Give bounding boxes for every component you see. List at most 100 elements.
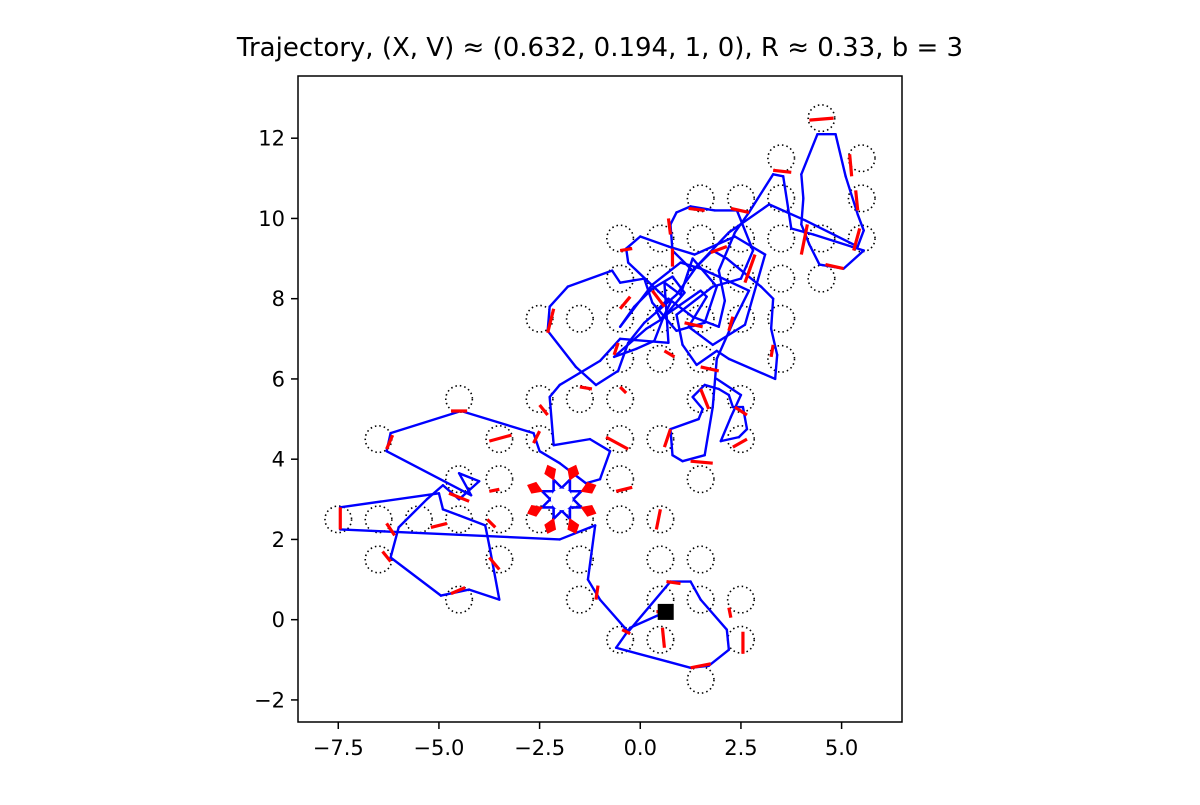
contact-arc-33 bbox=[662, 428, 672, 448]
contact-arc-7 bbox=[619, 246, 633, 253]
trajectory-segment-54 bbox=[691, 257, 718, 288]
scatterer-circle-54 bbox=[606, 505, 635, 534]
scatterer-circle-69 bbox=[686, 665, 715, 694]
trajectory-segment-142 bbox=[671, 275, 686, 294]
y-tick-label-5: 8 bbox=[272, 287, 285, 311]
scatterer-circle-21 bbox=[565, 304, 594, 333]
trajectory-segment-156 bbox=[671, 453, 684, 463]
trajectory-segment-23 bbox=[484, 524, 491, 547]
orbit-contact-wedge-1 bbox=[567, 464, 580, 481]
scatterer-circle-26 bbox=[767, 304, 796, 333]
trajectory-segment-77 bbox=[773, 353, 779, 381]
orbit-contact-wedge-3 bbox=[527, 481, 544, 494]
contact-arc-22 bbox=[612, 342, 620, 356]
scatterer-circle-57 bbox=[485, 545, 514, 574]
trajectory-segment-8 bbox=[689, 580, 702, 601]
trajectory-segment-64 bbox=[546, 329, 578, 369]
trajectory-segment-78 bbox=[727, 357, 777, 381]
orbit-contact-wedge-0 bbox=[580, 481, 597, 494]
trajectory-segment-40 bbox=[538, 449, 561, 465]
trajectory-segment-66 bbox=[594, 369, 620, 387]
y-axis: −2 0 2 4 6 8 10 12 bbox=[254, 127, 298, 712]
trajectory-segment-143 bbox=[651, 275, 674, 290]
trajectory-segment-45 bbox=[552, 437, 592, 447]
contact-arc-19 bbox=[769, 344, 775, 358]
trajectory-segment-140 bbox=[645, 317, 664, 330]
plot-frame bbox=[297, 75, 903, 723]
trajectory-segment-132 bbox=[624, 235, 642, 250]
trajectory-segment-129 bbox=[693, 235, 737, 256]
trajectory-segment-95 bbox=[767, 203, 807, 222]
trajectory-segment-103 bbox=[800, 173, 805, 200]
scatterer-circle-30 bbox=[767, 344, 796, 373]
trajectory-segment-55 bbox=[703, 285, 718, 324]
scatterer-circle-6 bbox=[847, 184, 876, 213]
contact-arc-16 bbox=[651, 289, 666, 308]
trajectory-segment-141 bbox=[661, 291, 686, 320]
y-tick-label-7: 12 bbox=[258, 127, 285, 151]
x-tick-label-4: 2.5 bbox=[724, 736, 757, 760]
contact-arc-5 bbox=[688, 206, 705, 213]
scatterer-circle-4 bbox=[726, 184, 756, 213]
x-tick-label-0: −7.5 bbox=[313, 736, 364, 760]
contact-arc-6 bbox=[666, 218, 673, 235]
x-tick-label-5: 5.0 bbox=[825, 736, 858, 760]
trajectory-segment-127 bbox=[743, 253, 767, 326]
contact-arc-9 bbox=[852, 228, 862, 251]
trajectory-segment-168 bbox=[719, 435, 741, 443]
trajectory-segment-116 bbox=[717, 269, 727, 302]
trajectory-segment-50 bbox=[618, 337, 670, 345]
trajectory-segment-20 bbox=[437, 492, 445, 511]
trajectory-segment-96 bbox=[804, 219, 859, 248]
contact-arc-27 bbox=[699, 388, 711, 410]
trajectory-segment-2 bbox=[614, 646, 670, 664]
trajectory-segment-47 bbox=[548, 383, 561, 399]
scatterer-circle-18 bbox=[767, 264, 796, 293]
trajectory-segment-167 bbox=[737, 427, 749, 439]
contact-arc-28 bbox=[734, 405, 748, 417]
trajectory-segment-44 bbox=[588, 437, 612, 453]
trajectory-segment-135 bbox=[663, 301, 672, 316]
trajectory-segment-60 bbox=[610, 269, 622, 284]
scatterer-circle-55 bbox=[646, 505, 675, 534]
scatterer-circle-1 bbox=[767, 144, 796, 173]
scatterer-circle-48 bbox=[364, 505, 393, 534]
trajectory-segment-29 bbox=[397, 498, 429, 529]
scatterer-circle-31 bbox=[444, 384, 474, 414]
scatterer-circle-53 bbox=[565, 505, 594, 534]
trajectory-segment-124 bbox=[687, 295, 708, 328]
orbit-contact-wedge-6 bbox=[567, 517, 580, 534]
endpoint-marker bbox=[657, 603, 674, 620]
trajectory-segment-164 bbox=[727, 393, 735, 409]
contact-arc-20 bbox=[700, 365, 720, 373]
trajectory-segment-161 bbox=[691, 383, 706, 399]
trajectory-segment-100 bbox=[834, 132, 847, 178]
contact-arc-24 bbox=[538, 404, 549, 417]
trajectory-segment-138 bbox=[612, 347, 638, 359]
trajectory-segment-86 bbox=[735, 209, 755, 252]
trajectory-segment-149 bbox=[699, 267, 720, 278]
trajectory-segment-38 bbox=[459, 409, 535, 435]
trajectory-segment-84 bbox=[711, 277, 743, 288]
trajectory-segment-74 bbox=[759, 285, 775, 300]
trajectory-segment-102 bbox=[800, 132, 819, 176]
trajectory-segment-88 bbox=[689, 205, 716, 212]
contact-arc-54 bbox=[690, 662, 712, 670]
trajectory-segment-121 bbox=[655, 309, 662, 320]
trajectory-segment-134 bbox=[626, 261, 672, 304]
orbit-contact-wedge-4 bbox=[527, 504, 544, 517]
contact-arc-15 bbox=[618, 295, 632, 310]
contact-arc-50 bbox=[727, 607, 733, 618]
trajectory-segment-99 bbox=[844, 175, 859, 216]
trajectory-segment-39 bbox=[532, 431, 541, 453]
contact-arc-34 bbox=[732, 437, 748, 449]
x-tick-label-2: −2.5 bbox=[514, 736, 565, 760]
contact-arc-29 bbox=[385, 434, 395, 450]
scatterer-circle-22 bbox=[606, 304, 635, 333]
trajectory-segment-16 bbox=[383, 530, 561, 541]
contact-arcs-layer bbox=[338, 116, 862, 670]
trajectory-segment-82 bbox=[675, 313, 684, 347]
contact-arc-52 bbox=[621, 628, 631, 636]
trajectory-segment-130 bbox=[667, 245, 696, 256]
endpoint-layer bbox=[657, 603, 674, 620]
